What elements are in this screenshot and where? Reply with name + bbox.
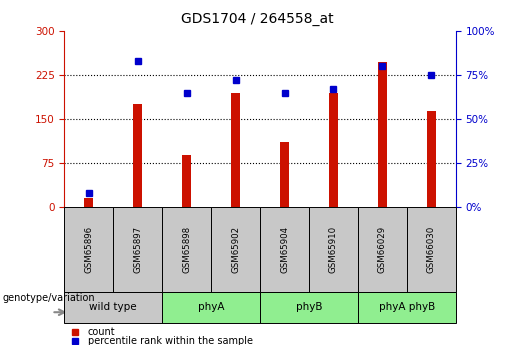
- Bar: [133, 104, 142, 207]
- Bar: [84, 198, 93, 207]
- Bar: [329, 92, 338, 207]
- Text: GSM65898: GSM65898: [182, 226, 191, 273]
- Bar: [182, 155, 191, 207]
- Text: phyB: phyB: [296, 302, 322, 312]
- Text: GSM65904: GSM65904: [280, 226, 289, 273]
- Text: GSM66029: GSM66029: [378, 226, 387, 273]
- Text: wild type: wild type: [90, 302, 137, 312]
- Text: percentile rank within the sample: percentile rank within the sample: [88, 336, 252, 345]
- Bar: [427, 111, 436, 207]
- Text: count: count: [88, 327, 115, 337]
- Text: GSM65902: GSM65902: [231, 226, 240, 273]
- Text: GSM65896: GSM65896: [84, 226, 93, 273]
- Text: GDS1704 / 264558_at: GDS1704 / 264558_at: [181, 12, 334, 26]
- Text: phyA: phyA: [198, 302, 225, 312]
- Text: GSM65897: GSM65897: [133, 226, 142, 273]
- Text: GSM66030: GSM66030: [427, 226, 436, 273]
- Text: genotype/variation: genotype/variation: [3, 294, 95, 303]
- Text: GSM65910: GSM65910: [329, 226, 338, 273]
- Bar: [231, 92, 240, 207]
- Bar: [280, 142, 289, 207]
- Text: phyA phyB: phyA phyB: [379, 302, 435, 312]
- Bar: [378, 61, 387, 207]
